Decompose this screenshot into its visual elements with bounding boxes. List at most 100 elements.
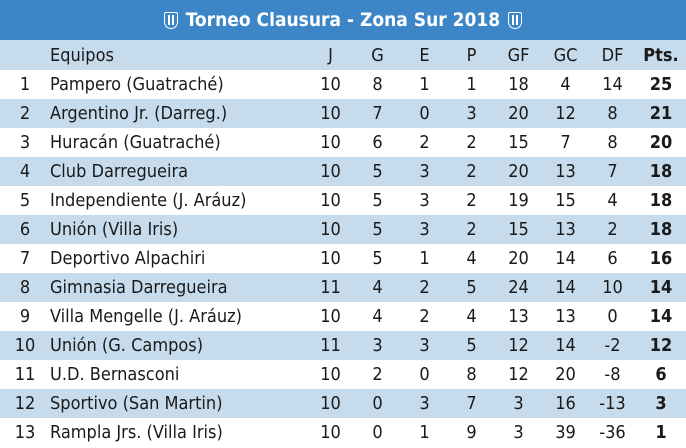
cell-drawn: 3: [419, 219, 430, 240]
cell-drawn: 1: [419, 422, 430, 443]
cell-won: 5: [372, 219, 383, 240]
cell-team: Club Darregueira: [50, 161, 189, 182]
header-row: Equipos J G E P GF GC DF Pts.: [0, 40, 686, 70]
cell-played: 10: [320, 190, 341, 211]
cell-drawn: 1: [419, 74, 430, 95]
cell-played: 10: [320, 306, 341, 327]
standings-table: Equipos J G E P GF GC DF Pts. 1 Pampero (…: [0, 40, 686, 447]
table-row: 5 Independiente (J. Aráuz) 10 5 3 2 19 15 4 18: [0, 186, 686, 215]
cell-points: 20: [649, 132, 673, 153]
table-row: 7 Deportivo Alpachiri 10 5 1 4 20 14 6 16: [0, 244, 686, 273]
cell-goal-diff: 6: [607, 248, 618, 269]
cell-won: 0: [372, 422, 383, 443]
cell-goal-diff: 4: [607, 190, 618, 211]
cell-lost: 8: [466, 364, 477, 385]
cell-team: Independiente (J. Aráuz): [50, 190, 247, 211]
table-row: 11 U.D. Bernasconi 10 2 0 8 12 20 -8 6: [0, 360, 686, 389]
cell-lost: 4: [466, 306, 477, 327]
cell-won: 6: [372, 132, 383, 153]
cell-points: 14: [649, 277, 673, 298]
cell-points: 1: [655, 422, 667, 443]
cell-goals-for: 24: [508, 277, 529, 298]
cell-won: 5: [372, 190, 383, 211]
cell-goals-for: 20: [508, 161, 529, 182]
cell-goals-against: 14: [555, 335, 576, 356]
cell-played: 11: [320, 277, 341, 298]
cell-lost: 5: [466, 277, 477, 298]
cell-goal-diff: 8: [607, 103, 618, 124]
cell-goals-against: 15: [555, 190, 576, 211]
cell-goals-against: 14: [555, 248, 576, 269]
cell-goals-for: 3: [513, 422, 524, 443]
cell-position: 7: [19, 248, 31, 269]
cell-won: 4: [372, 277, 383, 298]
cell-lost: 2: [466, 190, 477, 211]
cell-goals-for: 3: [513, 393, 524, 414]
cell-goal-diff: -2: [604, 335, 621, 356]
table-row: 12 Sportivo (San Martin) 10 0 3 7 3 16 -13 3: [0, 389, 686, 418]
cell-drawn: 0: [419, 103, 430, 124]
cell-points: 16: [649, 248, 673, 269]
cell-goal-diff: 8: [607, 132, 618, 153]
cell-team: Huracán (Guatraché): [50, 132, 221, 153]
cell-goal-diff: 0: [607, 306, 618, 327]
cell-points: 21: [649, 103, 673, 124]
cell-points: 6: [655, 364, 667, 385]
cell-played: 10: [320, 422, 341, 443]
cell-drawn: 2: [419, 306, 430, 327]
cell-goals-for: 15: [508, 132, 529, 153]
cell-position: 8: [19, 277, 31, 298]
cell-points: 14: [649, 306, 673, 327]
cell-lost: 5: [466, 335, 477, 356]
cell-lost: 1: [466, 74, 477, 95]
header-points: Pts.: [643, 44, 679, 66]
header-goals-against: GC: [553, 44, 578, 66]
cell-goals-for: 20: [508, 248, 529, 269]
crest-icon: [163, 11, 178, 29]
cell-lost: 2: [466, 132, 477, 153]
cell-played: 10: [320, 161, 341, 182]
cell-goals-for: 19: [508, 190, 529, 211]
cell-goal-diff: 7: [607, 161, 618, 182]
table-row: 8 Gimnasia Darregueira 11 4 2 5 24 14 10 14: [0, 273, 686, 302]
table-row: 9 Villa Mengelle (J. Aráuz) 10 4 2 4 13 13 0 14: [0, 302, 686, 331]
cell-goals-for: 13: [508, 306, 529, 327]
cell-played: 10: [320, 74, 341, 95]
cell-goal-diff: -13: [599, 393, 626, 414]
cell-goals-against: 20: [555, 364, 576, 385]
cell-goals-for: 12: [508, 335, 529, 356]
cell-played: 10: [320, 393, 341, 414]
title-bar: Torneo Clausura - Zona Sur 2018: [0, 0, 686, 40]
cell-position: 4: [19, 161, 31, 182]
cell-points: 18: [649, 161, 673, 182]
cell-points: 3: [655, 393, 667, 414]
cell-goal-diff: 14: [602, 74, 623, 95]
cell-drawn: 3: [419, 335, 430, 356]
cell-drawn: 2: [419, 277, 430, 298]
cell-goal-diff: -36: [599, 422, 626, 443]
cell-played: 11: [320, 335, 341, 356]
cell-played: 10: [320, 364, 341, 385]
header-team: Equipos: [50, 44, 114, 66]
cell-drawn: 3: [419, 393, 430, 414]
cell-points: 25: [649, 74, 673, 95]
cell-won: 0: [372, 393, 383, 414]
header-pos: [0, 40, 50, 70]
crest-icon: [508, 11, 523, 29]
cell-position: 9: [19, 306, 31, 327]
cell-team: Rampla Jrs. (Villa Iris): [50, 422, 223, 443]
cell-drawn: 3: [419, 190, 430, 211]
cell-played: 10: [320, 132, 341, 153]
table-row: 10 Unión (G. Campos) 11 3 3 5 12 14 -2 12: [0, 331, 686, 360]
header-goals-for: GF: [507, 44, 530, 66]
cell-drawn: 1: [419, 248, 430, 269]
cell-goal-diff: 10: [602, 277, 623, 298]
cell-team: Unión (G. Campos): [50, 335, 204, 356]
cell-drawn: 3: [419, 161, 430, 182]
table-row: 4 Club Darregueira 10 5 3 2 20 13 7 18: [0, 157, 686, 186]
cell-goals-for: 18: [508, 74, 529, 95]
table-row: 3 Huracán (Guatraché) 10 6 2 2 15 7 8 20: [0, 128, 686, 157]
cell-won: 4: [372, 306, 383, 327]
cell-played: 10: [320, 219, 341, 240]
